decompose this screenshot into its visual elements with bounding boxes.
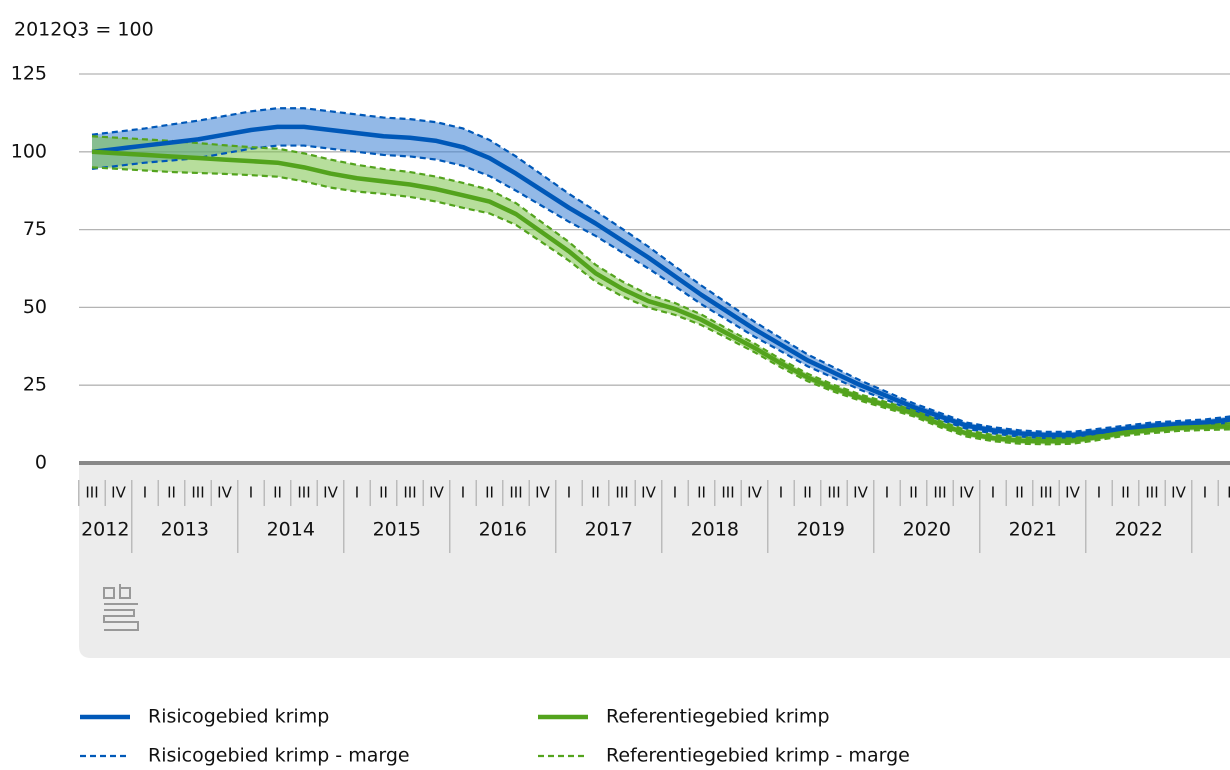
x-tick-label: II	[1015, 484, 1024, 502]
x-tick-label: I	[885, 484, 889, 502]
x-tick-label: III	[509, 484, 522, 502]
margin-line	[91, 166, 1230, 446]
x-tick-label: IV	[429, 484, 444, 502]
x-tick-label: III	[297, 484, 310, 502]
year-label: 2020	[903, 519, 951, 541]
x-tick-label: III	[1039, 484, 1052, 502]
legend-label: Risicogebied krimp - marge	[148, 745, 410, 767]
x-tick-label: II	[591, 484, 600, 502]
margin-band	[92, 136, 1230, 445]
margin-line	[91, 144, 1230, 440]
x-tick-label: III	[403, 484, 416, 502]
x-tick-label: IV	[217, 484, 232, 502]
x-tick-label: II	[803, 484, 812, 502]
lines	[91, 124, 1230, 444]
year-label: 2017	[585, 519, 633, 541]
x-tick-label: IV	[1065, 484, 1080, 502]
x-tick-label: I	[249, 484, 253, 502]
y-axis-label: 2012Q3 = 100	[14, 19, 154, 41]
legend-label: Risicogebied krimp	[148, 706, 329, 728]
bands	[92, 108, 1230, 445]
x-tick-label: II	[485, 484, 494, 502]
x-tick-label: IV	[853, 484, 868, 502]
year-label: 2018	[691, 519, 739, 541]
x-tick-label: II	[909, 484, 918, 502]
x-tick-label: IV	[535, 484, 550, 502]
x-tick-label: IV	[641, 484, 656, 502]
line	[91, 149, 1230, 444]
x-tick-label: III	[933, 484, 946, 502]
x-tick-label: I	[673, 484, 677, 502]
year-label: 2013	[161, 519, 209, 541]
y-tick-label: 50	[23, 296, 47, 318]
margin-line	[91, 107, 1230, 433]
margin-band	[92, 108, 1230, 439]
y-tick-label: 25	[23, 374, 47, 396]
x-tick-label: II	[1227, 484, 1230, 502]
x-tick-label: III	[827, 484, 840, 502]
x-tick-label: III	[191, 484, 204, 502]
x-tick-label: I	[1097, 484, 1101, 502]
x-tick-label: IV	[1171, 484, 1186, 502]
x-tick-label: III	[1145, 484, 1158, 502]
x-tick-label: III	[85, 484, 98, 502]
x-tick-label: IV	[323, 484, 338, 502]
x-tick-label: IV	[959, 484, 974, 502]
year-label: 2021	[1009, 519, 1057, 541]
logo	[103, 584, 139, 631]
line	[91, 124, 1230, 438]
x-tick-label: I	[1203, 484, 1207, 502]
year-label: 2022	[1115, 519, 1163, 541]
legend-label: Referentiegebied krimp	[606, 706, 830, 728]
year-label: 2012	[81, 519, 129, 541]
x-tick-label: II	[697, 484, 706, 502]
y-tick-label: 100	[11, 140, 47, 162]
x-tick-label: II	[379, 484, 388, 502]
year-label: 2019	[797, 519, 845, 541]
x-tick-label: II	[1121, 484, 1130, 502]
y-tick-label: 75	[23, 218, 47, 240]
x-tick-label: IV	[111, 484, 126, 502]
y-tick-label: 0	[35, 452, 47, 474]
x-tick-label: III	[615, 484, 628, 502]
year-label: 2015	[373, 519, 421, 541]
legend-label: Referentiegebied krimp - marge	[606, 745, 910, 767]
x-tick-label: III	[721, 484, 734, 502]
axis-panel	[79, 463, 1230, 658]
x-tick-label: IV	[747, 484, 762, 502]
y-tick-label: 125	[11, 63, 47, 85]
margin-line	[91, 135, 1230, 440]
x-tick-label: I	[143, 484, 147, 502]
x-tick-label: I	[567, 484, 571, 502]
x-tick-label: II	[273, 484, 282, 502]
x-tick-label: I	[779, 484, 783, 502]
x-tick-label: I	[991, 484, 995, 502]
x-tick-label: I	[355, 484, 359, 502]
margin-lines	[91, 107, 1230, 446]
year-label: 2016	[479, 519, 527, 541]
x-tick-label: I	[461, 484, 465, 502]
x-tick-label: II	[167, 484, 176, 502]
year-label: 2014	[267, 519, 315, 541]
